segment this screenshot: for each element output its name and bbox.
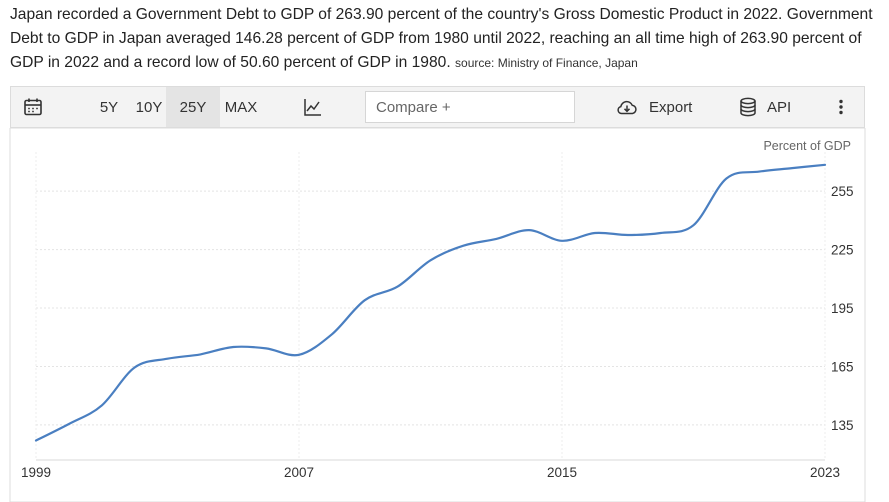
x-axis: 1999 2007 2015 2023	[21, 459, 840, 480]
x-tick-label: 2015	[547, 465, 577, 480]
series-line	[34, 163, 827, 442]
x-tick-label: 1999	[21, 465, 51, 480]
chart-toolbar: 5Y 10Y 25Y MAX Export API	[10, 86, 865, 128]
export-label: Export	[649, 98, 693, 116]
x-tick-label: 2007	[284, 465, 314, 480]
api-label: API	[767, 98, 792, 116]
range-25y-button[interactable]: 25Y	[166, 87, 220, 127]
source-note: source: Ministry of Finance, Japan	[455, 56, 638, 70]
chart-description: Japan recorded a Government Debt to GDP …	[10, 3, 882, 75]
chart-frame	[9, 128, 866, 502]
api-button[interactable]: API	[739, 87, 791, 127]
compare-input[interactable]	[365, 91, 575, 123]
y-axis: 135 165 195 225 255	[831, 184, 854, 433]
cloud-download-icon	[617, 100, 637, 115]
line-chart: Percent of GDP 135 165 195 225 255 1999 2007 2…	[9, 128, 866, 502]
range-10y-button[interactable]: 10Y	[135, 98, 163, 116]
y-tick-label: 135	[831, 418, 854, 433]
line-chart-icon[interactable]	[303, 87, 323, 127]
range-5y-button[interactable]: 5Y	[99, 98, 119, 116]
description-text: Japan recorded a Government Debt to GDP …	[10, 6, 873, 71]
unit-label: Percent of GDP	[763, 139, 851, 153]
more-vertical-icon[interactable]	[837, 87, 845, 127]
y-tick-label: 195	[831, 301, 854, 316]
range-max-button[interactable]: MAX	[224, 98, 258, 116]
y-tick-label: 225	[831, 243, 854, 258]
x-tick-label: 2023	[810, 465, 840, 480]
database-icon	[740, 97, 756, 117]
y-tick-label: 165	[831, 359, 854, 374]
export-button[interactable]: Export	[615, 87, 692, 127]
calendar-icon[interactable]	[23, 87, 43, 127]
gridlines	[35, 152, 826, 460]
y-tick-label: 255	[831, 184, 854, 199]
